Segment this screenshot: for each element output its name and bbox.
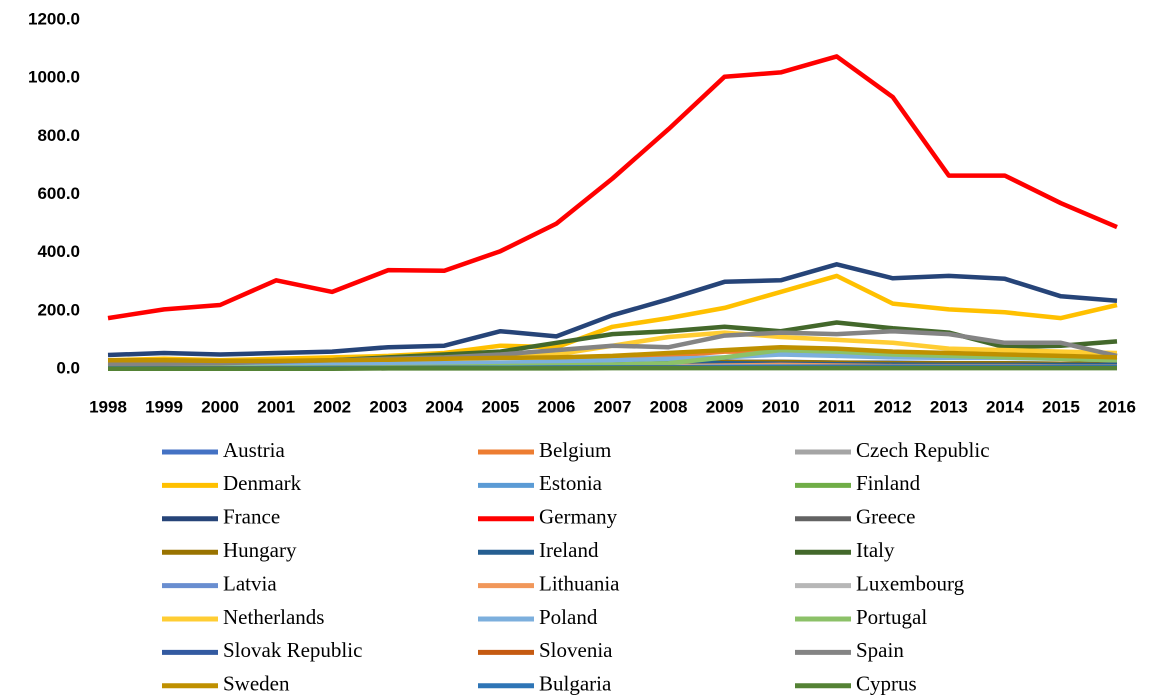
y-tick-label: 0.0 <box>56 358 80 377</box>
legend-label: Germany <box>539 505 618 529</box>
x-tick-label: 1999 <box>145 397 183 416</box>
x-tick-label: 2005 <box>481 397 519 416</box>
x-tick-label: 2007 <box>594 397 632 416</box>
legend-label: Austria <box>223 438 286 462</box>
x-tick-label: 2016 <box>1098 397 1136 416</box>
legend-label: Netherlands <box>223 605 324 629</box>
y-tick-label: 1000.0 <box>28 68 80 87</box>
legend-label: Poland <box>539 605 598 629</box>
x-tick-label: 2009 <box>706 397 744 416</box>
x-tick-label: 1998 <box>89 397 127 416</box>
x-tick-label: 2002 <box>313 397 351 416</box>
x-tick-label: 2013 <box>930 397 968 416</box>
x-tick-label: 2000 <box>201 397 239 416</box>
x-tick-label: 2014 <box>986 397 1024 416</box>
x-tick-label: 2008 <box>650 397 688 416</box>
x-tick-label: 2003 <box>369 397 407 416</box>
series-line <box>108 365 1117 371</box>
y-tick-label: 800.0 <box>37 126 80 145</box>
legend-label: Finland <box>856 471 921 495</box>
legend-label: Spain <box>856 638 904 662</box>
y-tick-label: 1200.0 <box>28 9 80 28</box>
series-line <box>107 262 1118 358</box>
legend-label: Denmark <box>223 471 302 495</box>
legend-label: Czech Republic <box>856 438 990 462</box>
y-tick-label: 400.0 <box>37 242 80 261</box>
legend-label: Italy <box>856 538 895 562</box>
legend-label: Bulgaria <box>539 672 612 696</box>
legend-label: France <box>223 505 280 529</box>
x-tick-label: 2015 <box>1042 397 1080 416</box>
x-tick-label: 2006 <box>538 397 576 416</box>
x-tick-label: 2011 <box>818 397 855 416</box>
series-line <box>108 344 1118 364</box>
legend-label: Greece <box>856 505 915 529</box>
legend-label: Lithuania <box>539 571 620 595</box>
legend-label: Hungary <box>223 538 297 562</box>
x-tick-label: 2010 <box>762 397 800 416</box>
legend-label: Slovak Republic <box>223 638 362 662</box>
y-tick-label: 200.0 <box>37 300 80 319</box>
legend-label: Portugal <box>856 605 927 629</box>
x-tick-label: 2001 <box>257 397 295 416</box>
legend-label: Slovenia <box>539 638 613 662</box>
legend-label: Ireland <box>539 538 599 562</box>
legend-label: Luxembourg <box>856 571 965 595</box>
legend-label: Belgium <box>539 438 611 462</box>
y-tick-label: 600.0 <box>37 184 80 203</box>
legend-label: Cyprus <box>856 672 917 696</box>
legend-label: Sweden <box>223 672 290 696</box>
series-line <box>107 54 1118 321</box>
legend-label: Latvia <box>223 571 277 595</box>
legend-label: Estonia <box>539 471 603 495</box>
x-tick-label: 2012 <box>874 397 912 416</box>
x-tick-label: 2004 <box>425 397 463 416</box>
